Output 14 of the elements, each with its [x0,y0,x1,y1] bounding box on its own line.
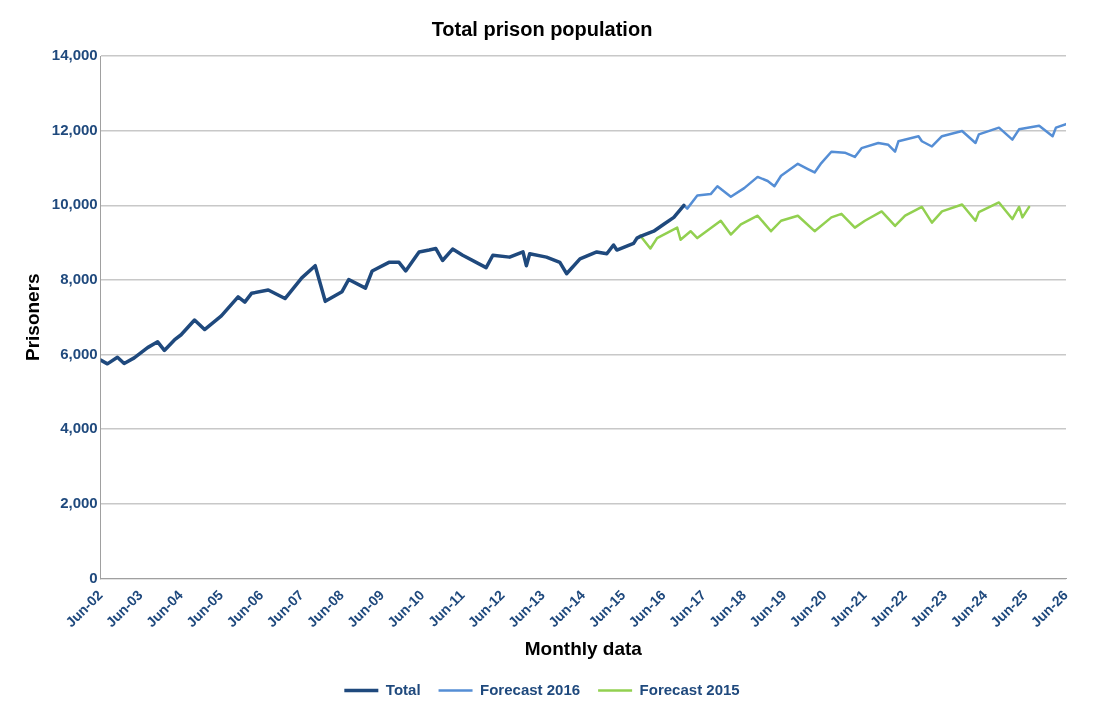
y-axis-title: Prisoners [21,273,43,362]
chart-title: Total prison population [431,17,653,40]
y-tick-label: 14,000 [51,46,98,64]
y-tick-label: 8,000 [60,270,98,288]
y-tick-label: 12,000 [51,120,98,138]
y-tick-label: 10,000 [51,195,98,213]
x-axis-title: Monthly data [524,637,643,659]
legend-label: Total [385,680,421,698]
y-tick-label: 2,000 [60,493,98,511]
legend-label: Forecast 2015 [639,680,740,698]
y-tick-label: 4,000 [60,419,98,437]
y-tick-label: 6,000 [60,344,98,362]
y-tick-label: 0 [89,568,98,586]
legend-label: Forecast 2016 [480,680,581,698]
